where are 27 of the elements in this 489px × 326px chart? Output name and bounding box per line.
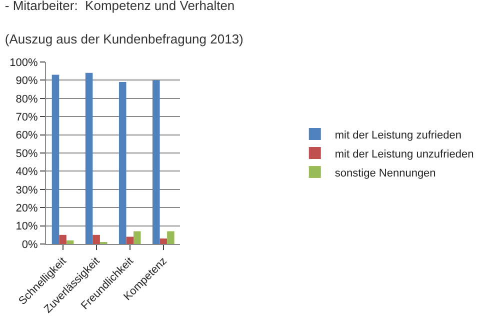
y-tick-label: 100%: [10, 56, 38, 69]
bar: [59, 234, 66, 244]
chart-title: - Mitarbeiter: Kompetenz und Verhalten: [4, 0, 235, 13]
bar: [167, 231, 174, 244]
bar: [134, 231, 141, 244]
y-tick-label: 70%: [16, 111, 38, 124]
bar: [152, 80, 160, 244]
y-tick-label: 50%: [16, 148, 38, 160]
bar: [160, 238, 168, 244]
bar: [52, 74, 60, 244]
legend-label: mit der Leistung unzufrieden: [334, 148, 474, 160]
y-tick-label: 80%: [16, 93, 38, 106]
bar: [118, 82, 126, 244]
y-tick-label: 10%: [16, 220, 38, 233]
legend-label: sonstige Nennungen: [334, 167, 436, 180]
y-tick-label: 20%: [16, 202, 38, 214]
y-tick-label: 90%: [16, 75, 38, 88]
y-tick-label: 60%: [16, 130, 38, 142]
y-tick-label: 0%: [22, 238, 38, 251]
y-tick-label: 40%: [16, 166, 38, 178]
bar: [66, 240, 74, 244]
chart-subtitle: (Auszug aus der Kundenbefragung 2013): [4, 32, 244, 47]
bar: [85, 72, 93, 244]
bar: [126, 236, 134, 244]
y-tick-label: 30%: [16, 184, 38, 196]
bar: [92, 234, 100, 244]
legend-label: mit der Leistung zufrieden: [334, 129, 462, 142]
